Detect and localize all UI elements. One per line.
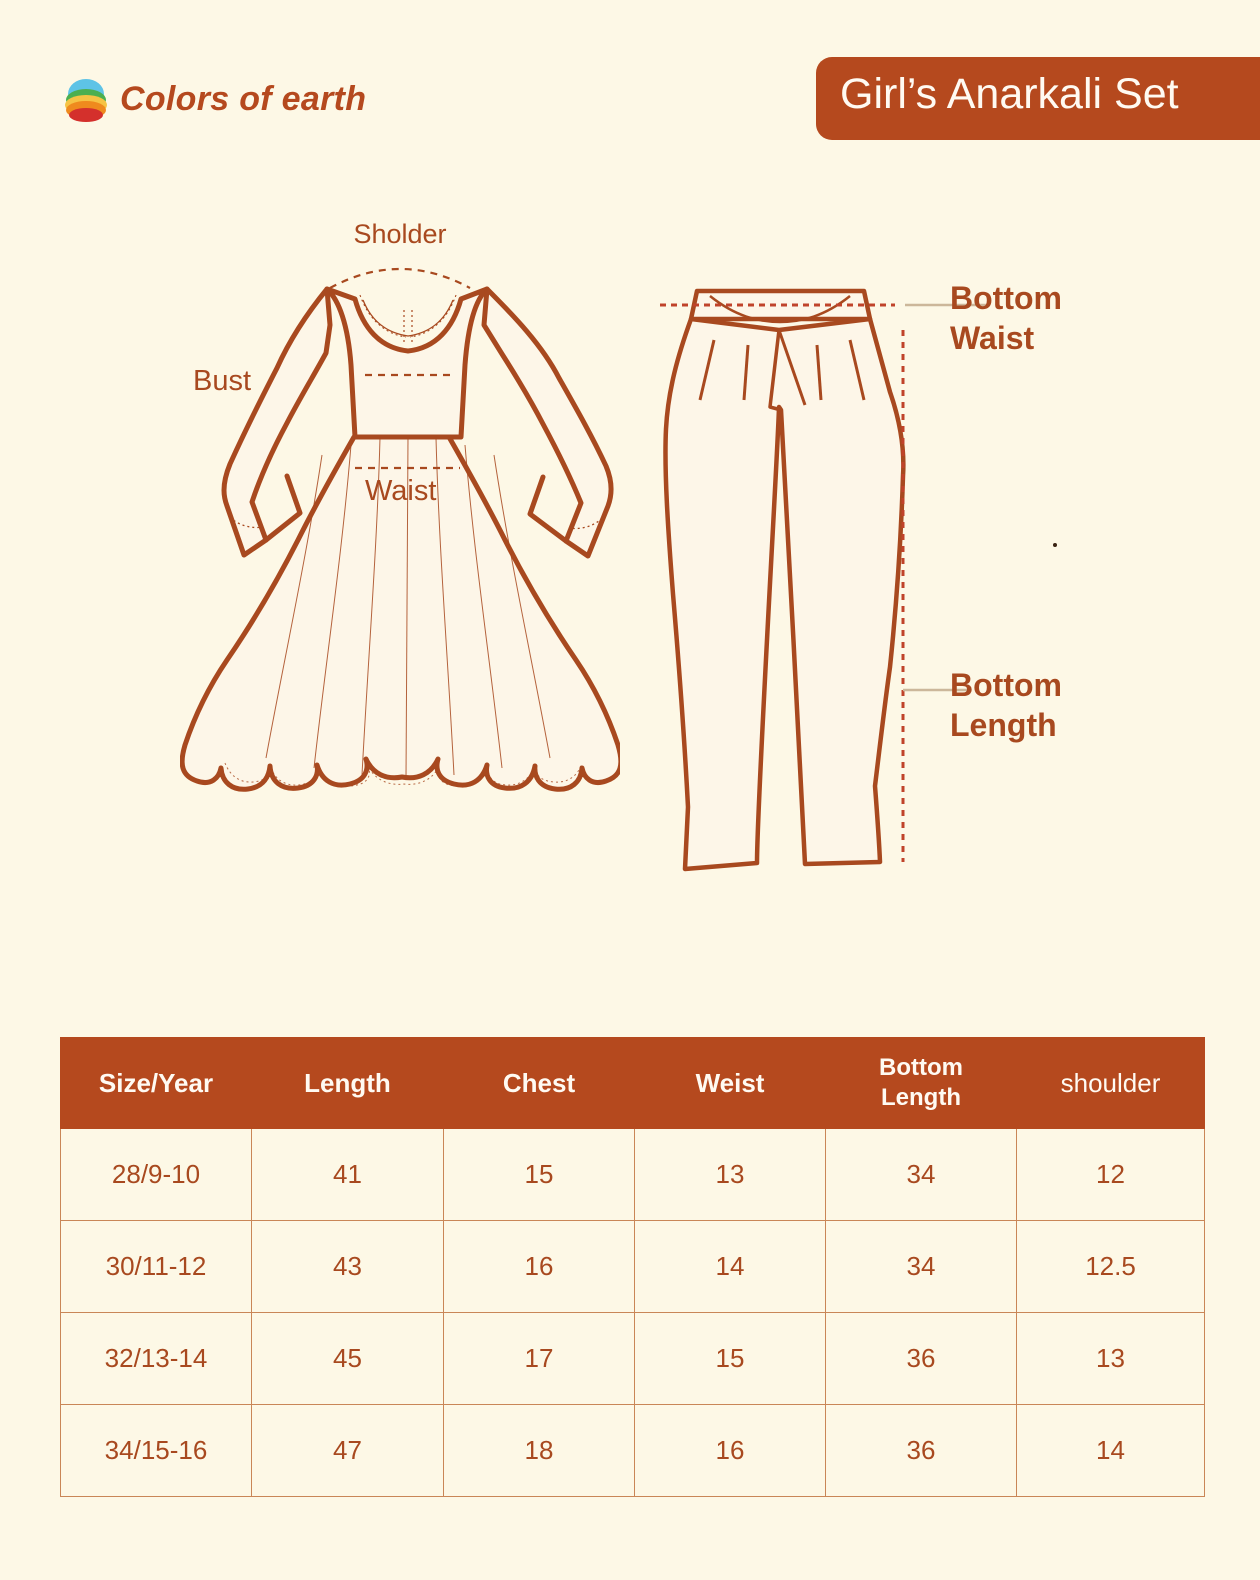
svg-text:Waist: Waist (365, 475, 436, 507)
svg-text:Sholder: Sholder (353, 219, 446, 249)
svg-text:Bust: Bust (193, 365, 251, 397)
